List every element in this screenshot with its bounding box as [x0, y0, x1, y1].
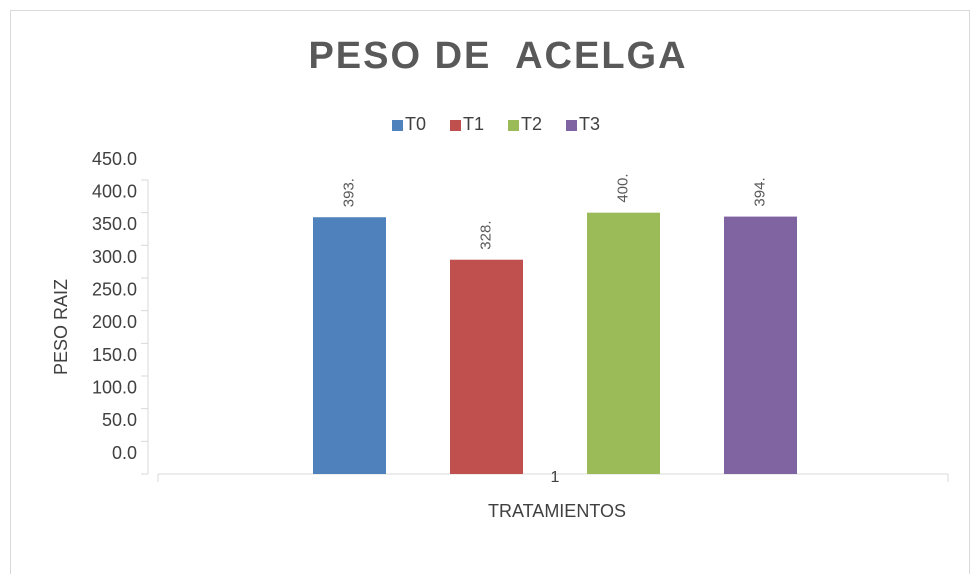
data-label: 328. — [477, 221, 494, 250]
bar — [450, 259, 523, 474]
x-tick-label: 1 — [551, 469, 560, 486]
data-label: 394. — [751, 177, 768, 206]
y-axis-label: PESO RAIZ — [51, 279, 71, 375]
legend-swatch — [392, 120, 403, 131]
y-tick-label: 100.0 — [92, 377, 137, 397]
bar — [313, 217, 386, 475]
legend-label: T2 — [521, 114, 542, 134]
y-tick-label: 50.0 — [102, 410, 137, 430]
data-label: 393. — [340, 178, 357, 207]
y-tick-label: 200.0 — [92, 312, 137, 332]
bar — [724, 216, 797, 474]
y-tick-label: 400.0 — [92, 181, 137, 201]
y-tick-label: 150.0 — [92, 345, 137, 365]
data-label: 400. — [614, 173, 631, 202]
x-axis-label: TRATAMIENTOS — [488, 501, 626, 521]
chart-title: PESO DE ACELGA — [308, 35, 687, 77]
legend-swatch — [450, 120, 461, 131]
legend-swatch — [508, 120, 519, 131]
y-tick-label: 300.0 — [92, 247, 137, 267]
legend-label: T3 — [579, 114, 600, 134]
y-tick-label: 350.0 — [92, 214, 137, 234]
bar — [587, 212, 660, 474]
y-tick-label: 0.0 — [112, 443, 137, 463]
y-tick-label: 250.0 — [92, 279, 137, 299]
legend-swatch — [566, 120, 577, 131]
legend-label: T0 — [405, 114, 426, 134]
y-tick-label: 450.0 — [92, 149, 137, 169]
legend-label: T1 — [463, 114, 484, 134]
